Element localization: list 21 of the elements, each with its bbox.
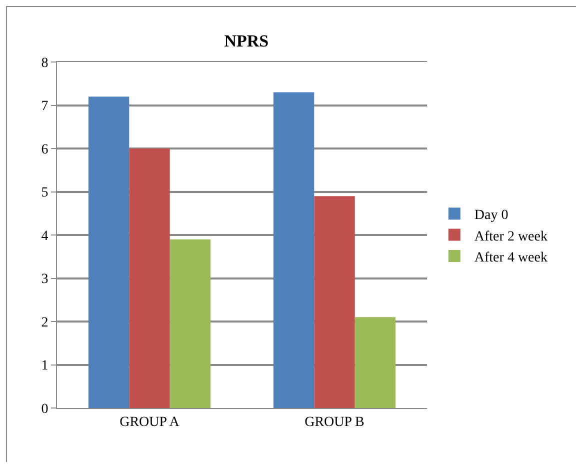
y-tick-label: 0: [41, 402, 48, 417]
x-tick-label: GROUP B: [304, 414, 364, 430]
bar: [354, 317, 396, 408]
y-tick-label: 5: [41, 186, 48, 201]
legend-label: After 4 week: [474, 250, 548, 266]
bar: [88, 96, 130, 408]
bar: [314, 196, 355, 408]
y-tick-label: 4: [41, 228, 48, 244]
x-tick-label: GROUP A: [120, 414, 180, 430]
legend-label: Day 0: [474, 208, 508, 224]
y-tick-label: 8: [41, 56, 48, 71]
legend-label: After 2 week: [474, 229, 548, 244]
bar: [170, 239, 211, 408]
y-tick-label: 7: [41, 99, 48, 114]
bar: [273, 92, 314, 408]
y-tick-label: 6: [41, 142, 48, 158]
y-tick-label: 2: [41, 315, 48, 330]
bar: [129, 148, 170, 408]
y-tick-label: 3: [41, 272, 48, 288]
y-tick-label: 1: [41, 358, 48, 374]
chart-title: NPRS: [224, 31, 269, 50]
